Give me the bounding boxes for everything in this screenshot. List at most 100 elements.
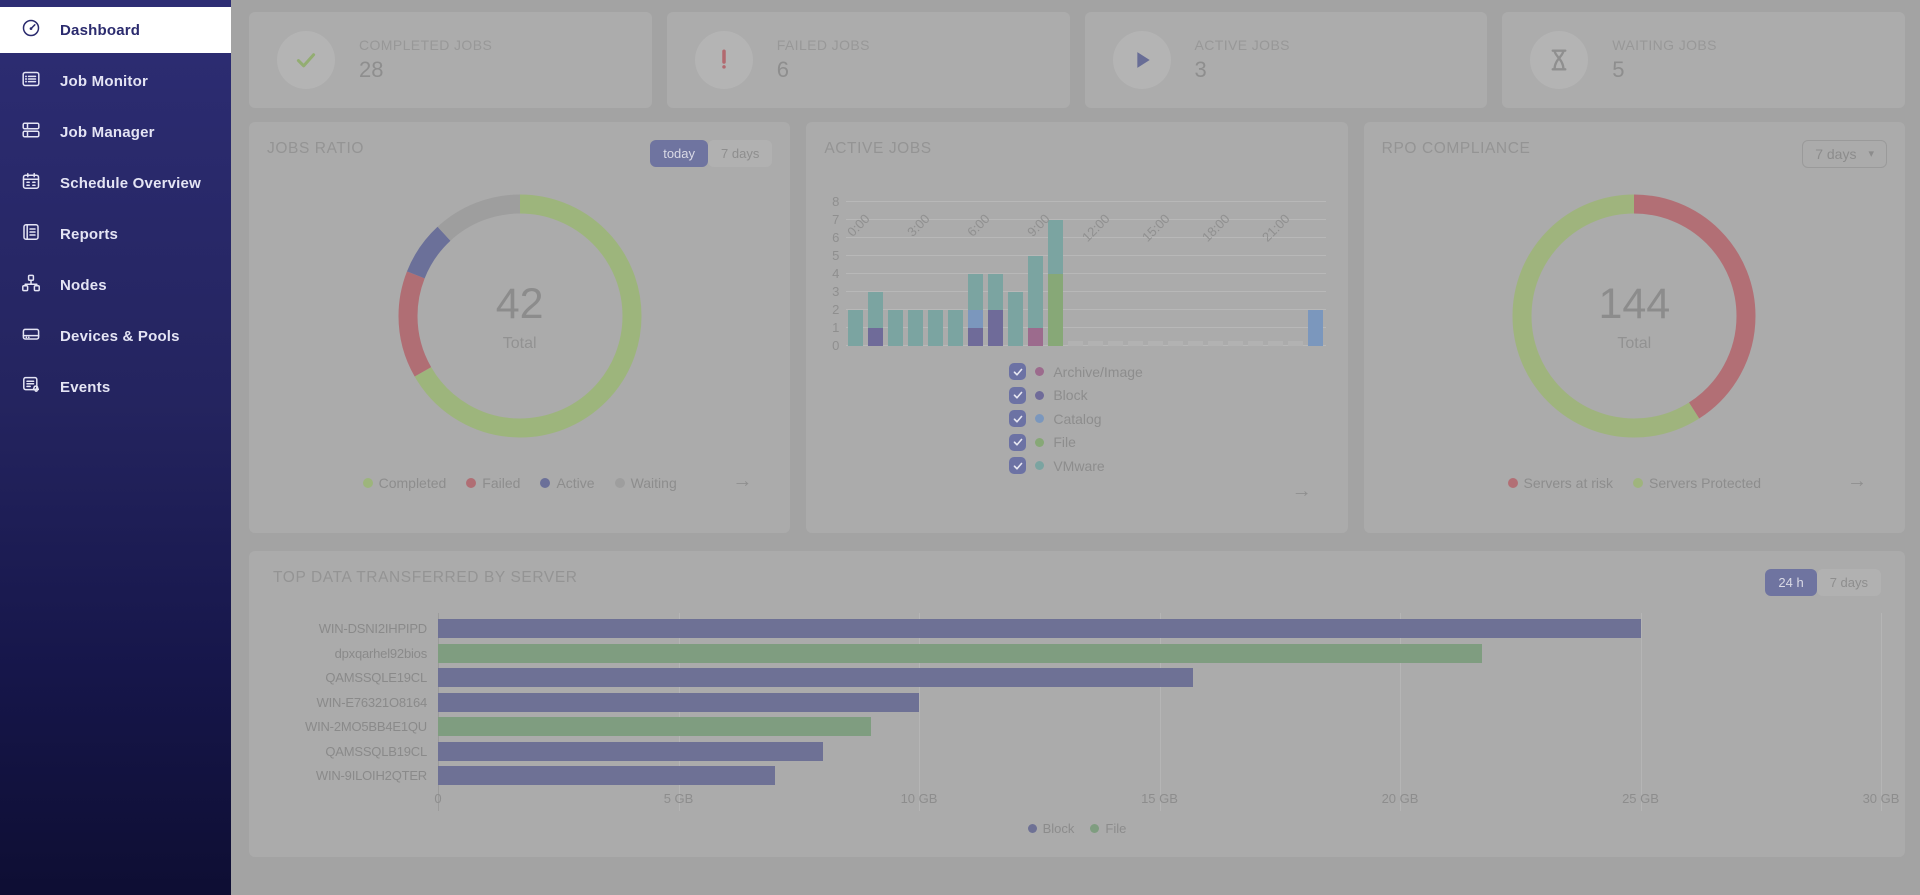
stat-card-waiting-jobs: WAITING JOBS 5 <box>1502 12 1905 108</box>
sidebar-item-dashboard[interactable]: Dashboard <box>0 7 231 53</box>
checkbox-checked-icon[interactable] <box>1009 410 1027 428</box>
legend-item-active[interactable]: Active <box>540 475 595 491</box>
x-axis-labels: 0 5 GB 10 GB 15 GB 20 GB 25 GB 30 GB <box>434 791 1899 809</box>
monitor-icon <box>21 69 41 93</box>
y-tick: 5 <box>832 248 840 263</box>
arrow-right-icon[interactable]: → <box>1291 480 1312 502</box>
bar-segment-catalog <box>1308 310 1324 346</box>
checkbox-checked-icon[interactable] <box>1009 386 1027 404</box>
series-toggle-catalog[interactable]: Catalog <box>1009 407 1329 431</box>
rpo-range-dropdown[interactable]: 7 days ▾ <box>1802 140 1887 168</box>
bar-zero-stub <box>1228 341 1244 346</box>
sidebar-item-schedule-overview[interactable]: Schedule Overview <box>0 160 231 206</box>
series-dot <box>1035 414 1045 424</box>
gauge-icon <box>21 18 41 42</box>
legend-item-servers-protected[interactable]: Servers Protected <box>1633 475 1761 491</box>
bar-zero-stub <box>1168 341 1184 346</box>
bar-zero-stub <box>1288 341 1304 346</box>
top-data-toggle-24h[interactable]: 24 h <box>1765 569 1817 596</box>
stat-label: ACTIVE JOBS <box>1194 37 1290 53</box>
bar-segment-vmware <box>1008 292 1024 346</box>
gridline <box>846 327 1326 328</box>
checkbox-checked-icon[interactable] <box>1009 457 1027 475</box>
legend-item-waiting[interactable]: Waiting <box>614 475 677 491</box>
bar-block <box>438 619 1641 638</box>
bar-segment-vmware <box>848 310 864 346</box>
bar-1:00 <box>868 292 884 346</box>
bars-group <box>848 220 1324 346</box>
sidebar-item-events[interactable]: Events <box>0 364 231 410</box>
arrow-right-icon[interactable]: → <box>1846 470 1867 492</box>
jobs-ratio-title: JOBS RATIO <box>267 140 365 157</box>
sidebar-item-job-manager[interactable]: Job Manager <box>0 109 231 155</box>
top-data-range-toggle: 24 h 7 days <box>1765 569 1881 596</box>
checkbox-checked-icon[interactable] <box>1009 433 1027 451</box>
bar-file <box>438 717 871 736</box>
bar-20:00 <box>1248 341 1264 346</box>
sidebar-item-reports[interactable]: Reports <box>0 211 231 257</box>
bar-segment-block <box>968 328 984 346</box>
top-data-chart: WIN-DSNI2IHPIPD dpxqarhel92bios QAMSSQLE19… <box>273 613 1899 811</box>
bar-zero-stub <box>1088 341 1104 346</box>
bar-block <box>438 741 823 761</box>
bar-segment-vmware <box>888 310 904 346</box>
series-label: Archive/Image <box>1053 363 1143 380</box>
bar-segment-vmware <box>1028 256 1044 328</box>
checkbox-checked-icon[interactable] <box>1009 363 1027 381</box>
rpo-range-value: 7 days <box>1815 146 1857 162</box>
bar-segment-catalog <box>968 310 984 328</box>
bar-zero-stub <box>1108 341 1124 346</box>
donut-slice-failed <box>398 194 642 438</box>
legend-item-completed[interactable]: Completed <box>362 475 446 491</box>
server-label: WIN-9ILOIH2QTER <box>315 768 427 783</box>
panel-top-data-transferred: TOP DATA TRANSFERRED BY SERVER 24 h 7 da… <box>249 551 1905 857</box>
x-tick: 18:00 <box>1199 211 1233 245</box>
stat-value: 28 <box>359 57 384 82</box>
x-tick: 0:00 <box>844 211 873 240</box>
panel-jobs-ratio: JOBS RATIO today 7 days 42 Total Complet… <box>249 122 791 533</box>
x-tick: 9:00 <box>1024 211 1053 240</box>
x-tick: 5 GB <box>663 791 694 806</box>
devices-icon <box>21 324 41 348</box>
series-toggle-block[interactable]: Block <box>1009 384 1329 408</box>
jobs-ratio-donut-chart: 42 Total <box>398 194 642 438</box>
bar-15:00 <box>1148 341 1164 346</box>
x-tick: 20 GB <box>1381 791 1419 806</box>
jobs-ratio-toggle-7days[interactable]: 7 days <box>708 140 773 167</box>
top-data-toggle-7days[interactable]: 7 days <box>1816 569 1881 596</box>
bar-zero-stub <box>1268 341 1284 346</box>
check-icon <box>277 31 335 89</box>
legend-item-file[interactable]: File <box>1090 821 1126 836</box>
series-toggle-vmware[interactable]: VMware <box>1009 454 1329 478</box>
legend-dot <box>1507 478 1518 488</box>
legend-dot <box>362 478 373 488</box>
arrow-right-icon[interactable]: → <box>732 470 753 492</box>
active-jobs-chart: 0 1 2 3 4 5 6 7 8 0:00 3:00 6:00 9:00 12:00 15:00 18:0… <box>824 194 1329 353</box>
stat-card-completed-jobs: COMPLETED JOBS 28 <box>249 12 652 108</box>
stat-text: ACTIVE JOBS 3 <box>1195 37 1290 83</box>
bar-9:00 <box>1028 256 1044 346</box>
server-label: WIN-E76321O8164 <box>316 694 428 710</box>
stat-text: FAILED JOBS 6 <box>777 37 870 83</box>
bar-14:00 <box>1128 341 1144 346</box>
series-toggle-file[interactable]: File <box>1009 431 1329 455</box>
sidebar-item-nodes[interactable]: Nodes <box>0 262 231 308</box>
bar-segment-vmware <box>1048 220 1064 274</box>
legend-item-failed[interactable]: Failed <box>466 475 520 491</box>
jobs-ratio-toggle-today[interactable]: today <box>650 140 709 167</box>
series-toggle-archive-image[interactable]: Archive/Image <box>1009 360 1329 384</box>
stat-card-active-jobs: ACTIVE JOBS 3 <box>1084 12 1488 108</box>
legend-item-servers-at-risk[interactable]: Servers at risk <box>1507 475 1613 491</box>
x-tick: 21:00 <box>1259 211 1293 245</box>
bar-segment-vmware <box>988 274 1004 310</box>
panel-rpo-compliance: RPO COMPLIANCE 7 days ▾ 144 Total Server… <box>1363 122 1905 533</box>
server-label: dpxqarhel92bios <box>334 645 428 661</box>
sidebar-item-job-monitor[interactable]: Job Monitor <box>0 58 231 104</box>
stat-card-failed-jobs: FAILED JOBS 6 <box>666 12 1070 108</box>
bar-zero-stub <box>1188 341 1204 346</box>
legend-item-block[interactable]: Block <box>1027 821 1074 836</box>
bar-row-win-9iloih2qter <box>438 766 1881 785</box>
series-dot <box>1035 367 1045 377</box>
sidebar-item-devices-pools[interactable]: Devices & Pools <box>0 313 231 359</box>
server-label: WIN-2MO5BB4E1QU <box>305 719 427 734</box>
